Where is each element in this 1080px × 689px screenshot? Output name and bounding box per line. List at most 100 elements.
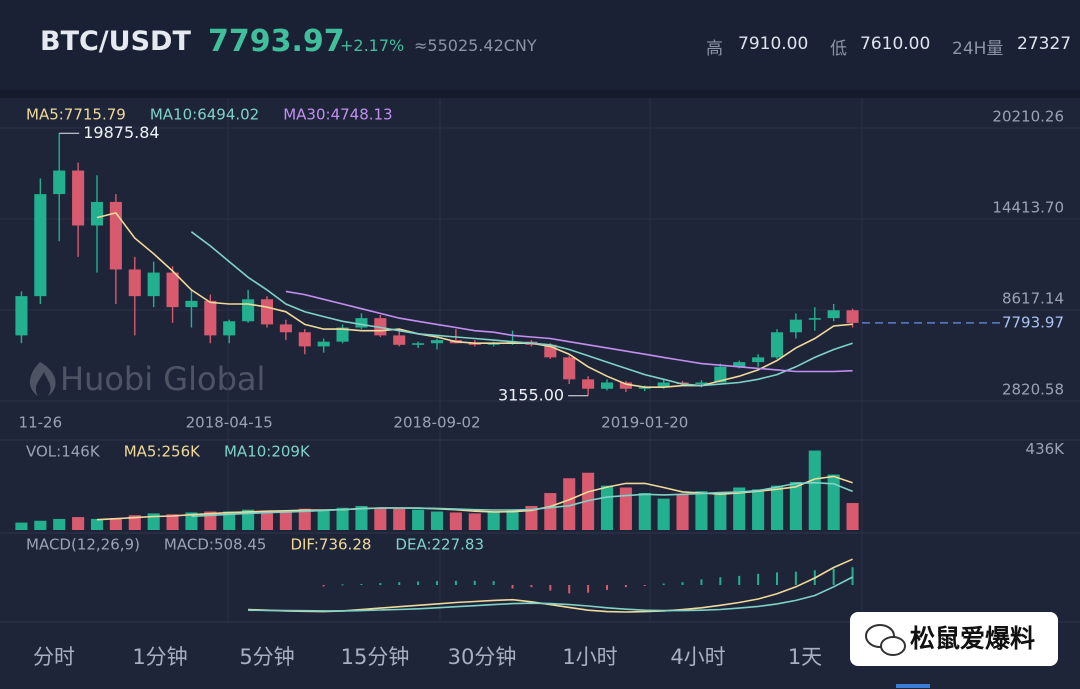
macd-bar — [681, 582, 684, 586]
legend-entry: DEA:227.83 — [395, 536, 484, 554]
volume-bar — [525, 505, 538, 530]
volume-bar — [808, 450, 821, 530]
candle-body — [582, 379, 595, 389]
tab-indicator — [896, 684, 930, 688]
tab[interactable]: 1分钟 — [132, 645, 187, 669]
candle-body — [355, 318, 368, 328]
volume-bar — [619, 487, 632, 530]
volume-bar — [600, 485, 614, 530]
candle-body — [242, 299, 255, 322]
volume-bar — [15, 522, 28, 530]
candle-body — [619, 382, 632, 389]
volume-bar — [657, 498, 670, 530]
legend-entry: MA30:4748.13 — [283, 106, 392, 124]
macd-bar — [549, 585, 552, 591]
candle-body — [563, 357, 576, 380]
badge-text: 松鼠爱爆料 — [910, 624, 1035, 653]
ma-line — [285, 290, 853, 373]
watermark: Huobi Global — [60, 360, 265, 398]
candle-body — [789, 319, 802, 333]
x-tick-label: 2019-01-20 — [601, 414, 688, 432]
cny: ≈55025.42CNY — [414, 36, 537, 55]
watermark-logo — [29, 362, 56, 396]
candle-body — [657, 382, 670, 388]
volume-bar — [506, 509, 519, 530]
candle-body — [204, 300, 217, 336]
candle-body — [317, 341, 330, 347]
volume-bar — [714, 493, 727, 530]
volume-bar — [827, 474, 840, 530]
candle-body — [15, 296, 28, 336]
volume-bar — [695, 491, 708, 530]
ma-line — [191, 481, 853, 518]
candle-body — [752, 357, 765, 363]
low-label: 低 — [830, 39, 847, 59]
volume-bar — [53, 518, 66, 530]
tab[interactable]: 5分钟 — [239, 645, 294, 669]
volume-bar — [733, 487, 746, 530]
tab[interactable]: 30分钟 — [448, 645, 517, 669]
candle-body — [147, 272, 160, 297]
tab[interactable]: 1小时 — [562, 645, 617, 669]
macd-bar — [322, 585, 325, 587]
volume-bar — [317, 509, 330, 530]
macd-bar — [417, 581, 420, 586]
macd-bar — [643, 585, 646, 587]
volume-bar — [770, 485, 784, 530]
candle-body — [279, 324, 292, 333]
candle-body — [600, 382, 614, 389]
macd-bar — [738, 575, 741, 586]
tab[interactable]: 1天 — [788, 645, 822, 669]
x-tick-label: 2018-04-15 — [186, 414, 273, 432]
candle-body — [109, 201, 122, 270]
max-label: 19875.84 — [83, 123, 159, 142]
wechat-icon — [880, 636, 906, 656]
change: +2.17% — [340, 36, 405, 55]
volume-bar — [166, 514, 179, 530]
candle-body — [468, 343, 481, 345]
ma-line — [96, 475, 853, 521]
low: 7610.00 — [860, 34, 931, 54]
macd-bar — [436, 581, 438, 586]
candle-body — [336, 327, 349, 342]
volume-bar — [468, 513, 481, 530]
tab[interactable]: 4小时 — [670, 645, 725, 669]
candle-body — [90, 201, 104, 226]
volume-bar — [242, 509, 255, 530]
min-label: 3155.00 — [498, 385, 564, 404]
tab[interactable]: 15分钟 — [341, 645, 410, 669]
volume-bar — [298, 508, 311, 530]
volume-bar — [676, 494, 689, 530]
macd-bar — [624, 585, 627, 588]
candle-body — [714, 366, 727, 383]
pair[interactable]: BTC/USDT — [40, 26, 191, 57]
volume-bar — [430, 511, 444, 530]
candle-body — [695, 382, 708, 385]
divider — [0, 90, 1080, 98]
candle-body — [166, 272, 179, 308]
ma-line — [190, 231, 853, 387]
macd-bar — [530, 585, 533, 588]
y-tick-label: 436K — [1026, 440, 1066, 458]
tab[interactable]: 分时 — [33, 645, 75, 669]
y-tick-label: 2820.58 — [1002, 381, 1064, 399]
header: BTC/USDT 7793.97 +2.17% ≈55025.42CNY 高 7… — [0, 0, 1080, 90]
candle-body — [53, 170, 66, 195]
volume-bar — [412, 509, 425, 530]
vol-label: 24H量 — [952, 39, 1004, 59]
volume-bar — [789, 481, 802, 530]
volume-bar — [128, 515, 141, 530]
macd-bar — [511, 585, 514, 589]
legend-entry: MACD:508.45 — [164, 536, 267, 554]
macd-bar — [832, 568, 835, 586]
candle-body — [128, 269, 141, 297]
candle-body — [393, 335, 406, 345]
candle-body — [733, 362, 746, 367]
y-tick-label: 14413.70 — [992, 199, 1064, 217]
macd-bar — [700, 579, 703, 586]
high-label: 高 — [706, 39, 723, 59]
candle-body — [846, 310, 859, 323]
legend-entry: MA5:7715.79 — [26, 106, 126, 124]
